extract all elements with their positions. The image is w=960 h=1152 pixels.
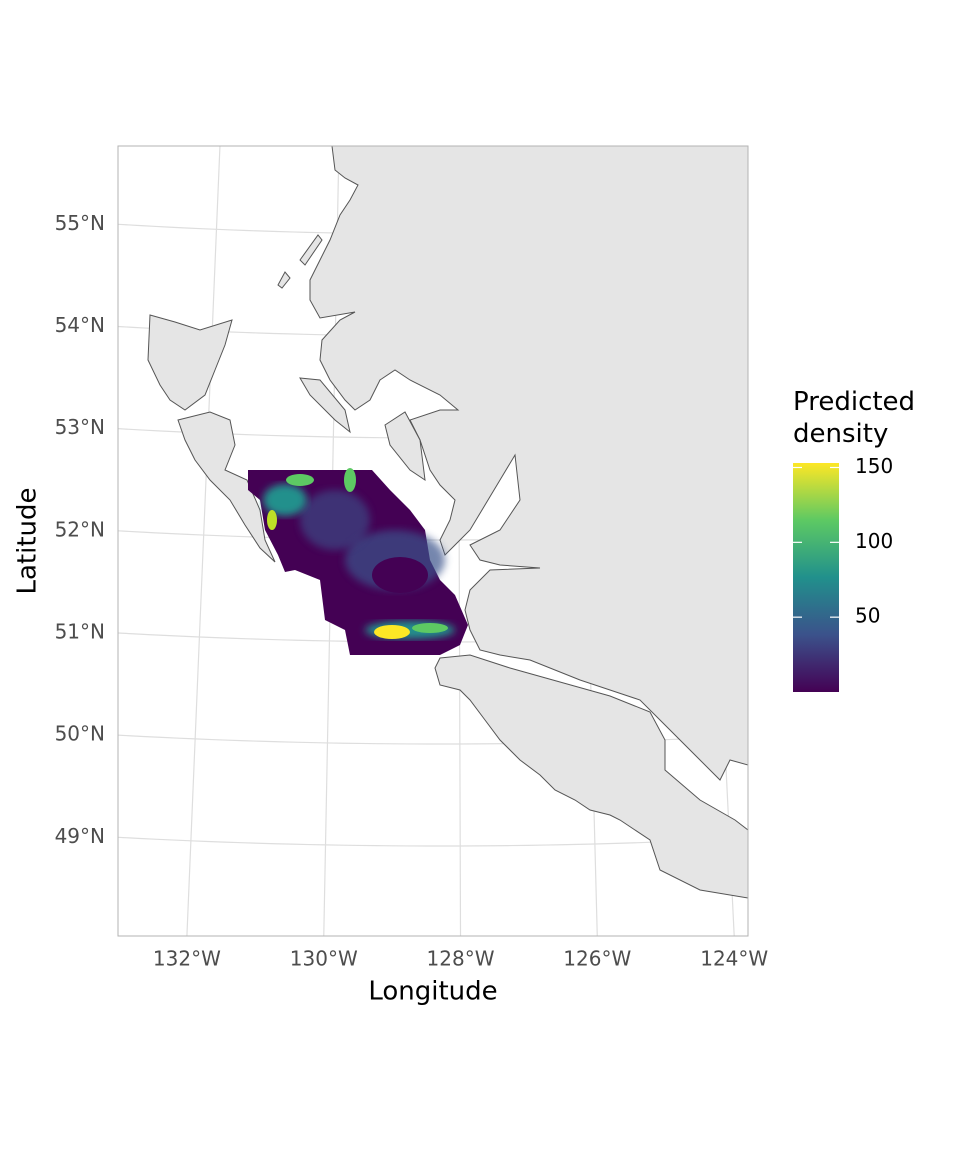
x-tick-label: 126°W bbox=[563, 947, 631, 971]
land bbox=[147, 146, 748, 899]
x-tick-label: 124°W bbox=[700, 947, 768, 971]
y-axis-title: Latitude bbox=[13, 487, 43, 594]
mainland bbox=[309, 146, 748, 781]
density-raster bbox=[248, 468, 468, 655]
tick-labels: 49°N 50°N 51°N 52°N 53°N 54°N 55°N 132°W 130°W 12… bbox=[55, 211, 769, 971]
panel-border bbox=[117, 145, 749, 937]
x-axis-title: Longitude bbox=[368, 977, 497, 1007]
legend-tick-label: 100 bbox=[855, 529, 893, 553]
vancouver-island bbox=[434, 654, 748, 899]
island bbox=[299, 234, 323, 266]
y-tick-label: 51°N bbox=[55, 619, 105, 643]
legend-tick-label: 50 bbox=[855, 604, 880, 628]
y-tick-label: 53°N bbox=[55, 415, 105, 439]
y-tick-label: 50°N bbox=[55, 722, 105, 746]
colorbar bbox=[793, 463, 839, 692]
grid-line bbox=[186, 146, 221, 936]
x-tick-label: 130°W bbox=[290, 947, 358, 971]
island bbox=[277, 271, 291, 289]
island bbox=[384, 411, 426, 482]
y-tick-label: 52°N bbox=[55, 517, 105, 541]
y-tick-label: 55°N bbox=[55, 211, 105, 235]
haida-gwaii-south bbox=[177, 411, 276, 563]
legend-title: Predicted density bbox=[793, 387, 916, 449]
haida-gwaii-north bbox=[147, 314, 233, 411]
y-tick-label: 54°N bbox=[55, 313, 105, 337]
island bbox=[299, 377, 351, 434]
x-tick-label: 128°W bbox=[427, 947, 495, 971]
legend-tick-label: 150 bbox=[855, 454, 893, 478]
legend: 50 100 150 bbox=[793, 454, 893, 628]
x-tick-label: 132°W bbox=[153, 947, 221, 971]
y-tick-label: 49°N bbox=[55, 824, 105, 848]
